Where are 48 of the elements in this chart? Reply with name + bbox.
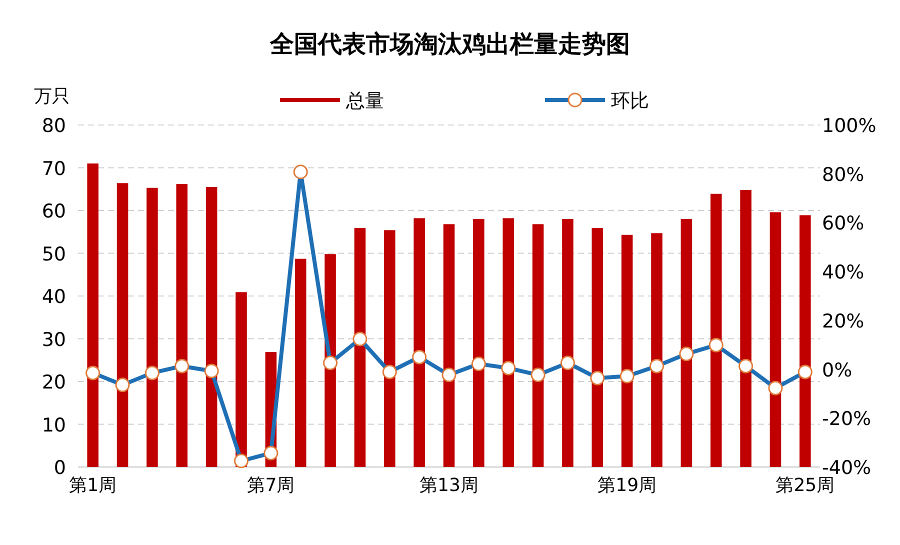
bar (236, 292, 247, 467)
bar (800, 215, 811, 467)
bar (384, 230, 396, 467)
x-tick-label: 第19周 (598, 475, 657, 496)
y-tick-label: 40 (42, 286, 66, 308)
bar (87, 163, 98, 467)
bar (562, 219, 574, 467)
x-tick-label: 第1周 (69, 475, 117, 496)
bar (414, 218, 425, 467)
y-tick-label: 10 (42, 414, 66, 436)
y2-tick-label: 60% (822, 212, 864, 235)
y2-tick-label: 20% (822, 310, 864, 332)
y2-tick-label: 0% (822, 359, 852, 382)
y-tick-label: 0 (54, 457, 66, 479)
y2-tick-label: -20% (822, 408, 872, 430)
legend-label: 环比 (611, 90, 649, 112)
bar (176, 184, 188, 467)
y-tick-label: 30 (42, 328, 66, 351)
bar (621, 234, 633, 467)
y2-tick-label: 40% (822, 262, 864, 284)
bar (532, 224, 544, 467)
y-tick-label: 70 (42, 158, 66, 180)
bar (473, 219, 484, 467)
bar (592, 228, 604, 467)
bar (740, 190, 752, 467)
y-tick-label: 20 (42, 372, 66, 394)
x-tick-label: 第13周 (420, 475, 478, 496)
y-tick-label: 60 (42, 200, 66, 222)
bar (710, 194, 722, 467)
chart-title: 全国代表市场淘汰鸡出栏量走势图 (269, 30, 630, 58)
y-axis-title: 万只 (34, 86, 70, 107)
bar (770, 212, 782, 467)
bar (146, 188, 158, 467)
y-tick-label: 80 (42, 115, 66, 137)
bar (651, 233, 662, 467)
bar (680, 219, 692, 467)
x-tick-label: 第25周 (776, 475, 835, 496)
legend-label: 总量 (345, 90, 384, 112)
bar (206, 186, 218, 467)
x-tick-label: 第7周 (247, 475, 295, 496)
bar (116, 183, 128, 467)
bar (443, 224, 455, 467)
y2-tick-label: 80% (822, 164, 864, 186)
bar (294, 258, 306, 467)
y2-tick-label: 100% (822, 115, 876, 137)
bar (502, 218, 514, 467)
bar (354, 228, 366, 467)
y-tick-label: 50 (42, 243, 66, 266)
